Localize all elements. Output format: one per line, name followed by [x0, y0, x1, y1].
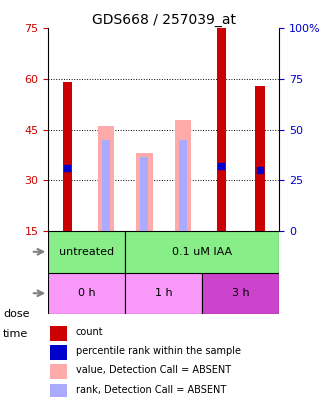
Text: count: count [76, 327, 103, 337]
Bar [140, 157, 149, 231]
Text: time: time [3, 329, 29, 339]
Bar [102, 140, 110, 231]
FancyBboxPatch shape [48, 273, 125, 314]
Bar [63, 82, 72, 231]
Bar [98, 126, 114, 231]
Bar [50, 345, 67, 360]
FancyBboxPatch shape [48, 231, 125, 273]
FancyBboxPatch shape [125, 273, 202, 314]
Bar [50, 384, 67, 399]
Bar [50, 326, 67, 341]
Text: 0 h: 0 h [78, 288, 95, 298]
FancyBboxPatch shape [125, 231, 279, 273]
Bar [255, 86, 265, 231]
FancyBboxPatch shape [202, 273, 279, 314]
Text: 1 h: 1 h [155, 288, 172, 298]
Title: GDS668 / 257039_at: GDS668 / 257039_at [92, 13, 236, 27]
Text: rank, Detection Call = ABSENT: rank, Detection Call = ABSENT [76, 385, 226, 395]
Bar [50, 364, 67, 379]
Bar [175, 119, 191, 231]
Bar [179, 140, 187, 231]
Text: 3 h: 3 h [232, 288, 249, 298]
Bar [136, 153, 152, 231]
Text: untreated: untreated [59, 247, 114, 257]
Bar [217, 28, 226, 231]
Text: 0.1 uM IAA: 0.1 uM IAA [172, 247, 232, 257]
Text: value, Detection Call = ABSENT: value, Detection Call = ABSENT [76, 365, 231, 375]
Text: dose: dose [3, 309, 30, 319]
Text: percentile rank within the sample: percentile rank within the sample [76, 346, 241, 356]
